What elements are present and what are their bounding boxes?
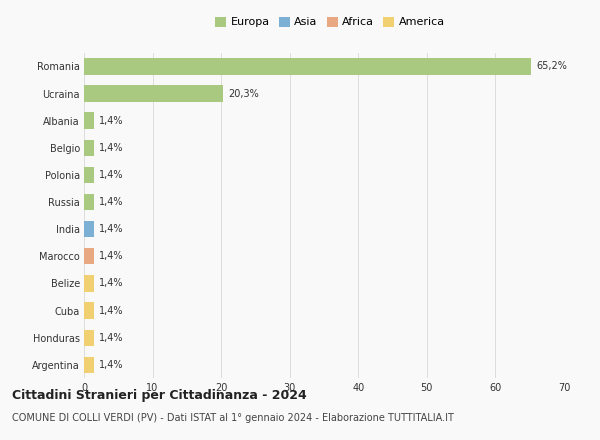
Text: 1,4%: 1,4% [99, 333, 124, 343]
Bar [84, 85, 223, 102]
Text: 1,4%: 1,4% [99, 360, 124, 370]
Bar [84, 221, 94, 237]
Bar [84, 113, 94, 129]
Text: 1,4%: 1,4% [99, 143, 124, 153]
Text: 1,4%: 1,4% [99, 279, 124, 289]
Text: 1,4%: 1,4% [99, 197, 124, 207]
Text: 1,4%: 1,4% [99, 116, 124, 126]
Text: 20,3%: 20,3% [229, 88, 259, 99]
Text: COMUNE DI COLLI VERDI (PV) - Dati ISTAT al 1° gennaio 2024 - Elaborazione TUTTIT: COMUNE DI COLLI VERDI (PV) - Dati ISTAT … [12, 413, 454, 423]
Bar [84, 302, 94, 319]
Bar [84, 330, 94, 346]
Bar [84, 275, 94, 292]
Legend: Europa, Asia, Africa, America: Europa, Asia, Africa, America [211, 12, 449, 32]
Text: 1,4%: 1,4% [99, 305, 124, 315]
Bar [84, 194, 94, 210]
Bar [84, 357, 94, 373]
Text: 65,2%: 65,2% [536, 61, 568, 71]
Bar [84, 139, 94, 156]
Text: 1,4%: 1,4% [99, 224, 124, 234]
Bar [84, 58, 531, 74]
Bar [84, 167, 94, 183]
Text: 1,4%: 1,4% [99, 251, 124, 261]
Bar [84, 248, 94, 264]
Text: 1,4%: 1,4% [99, 170, 124, 180]
Text: Cittadini Stranieri per Cittadinanza - 2024: Cittadini Stranieri per Cittadinanza - 2… [12, 389, 307, 403]
